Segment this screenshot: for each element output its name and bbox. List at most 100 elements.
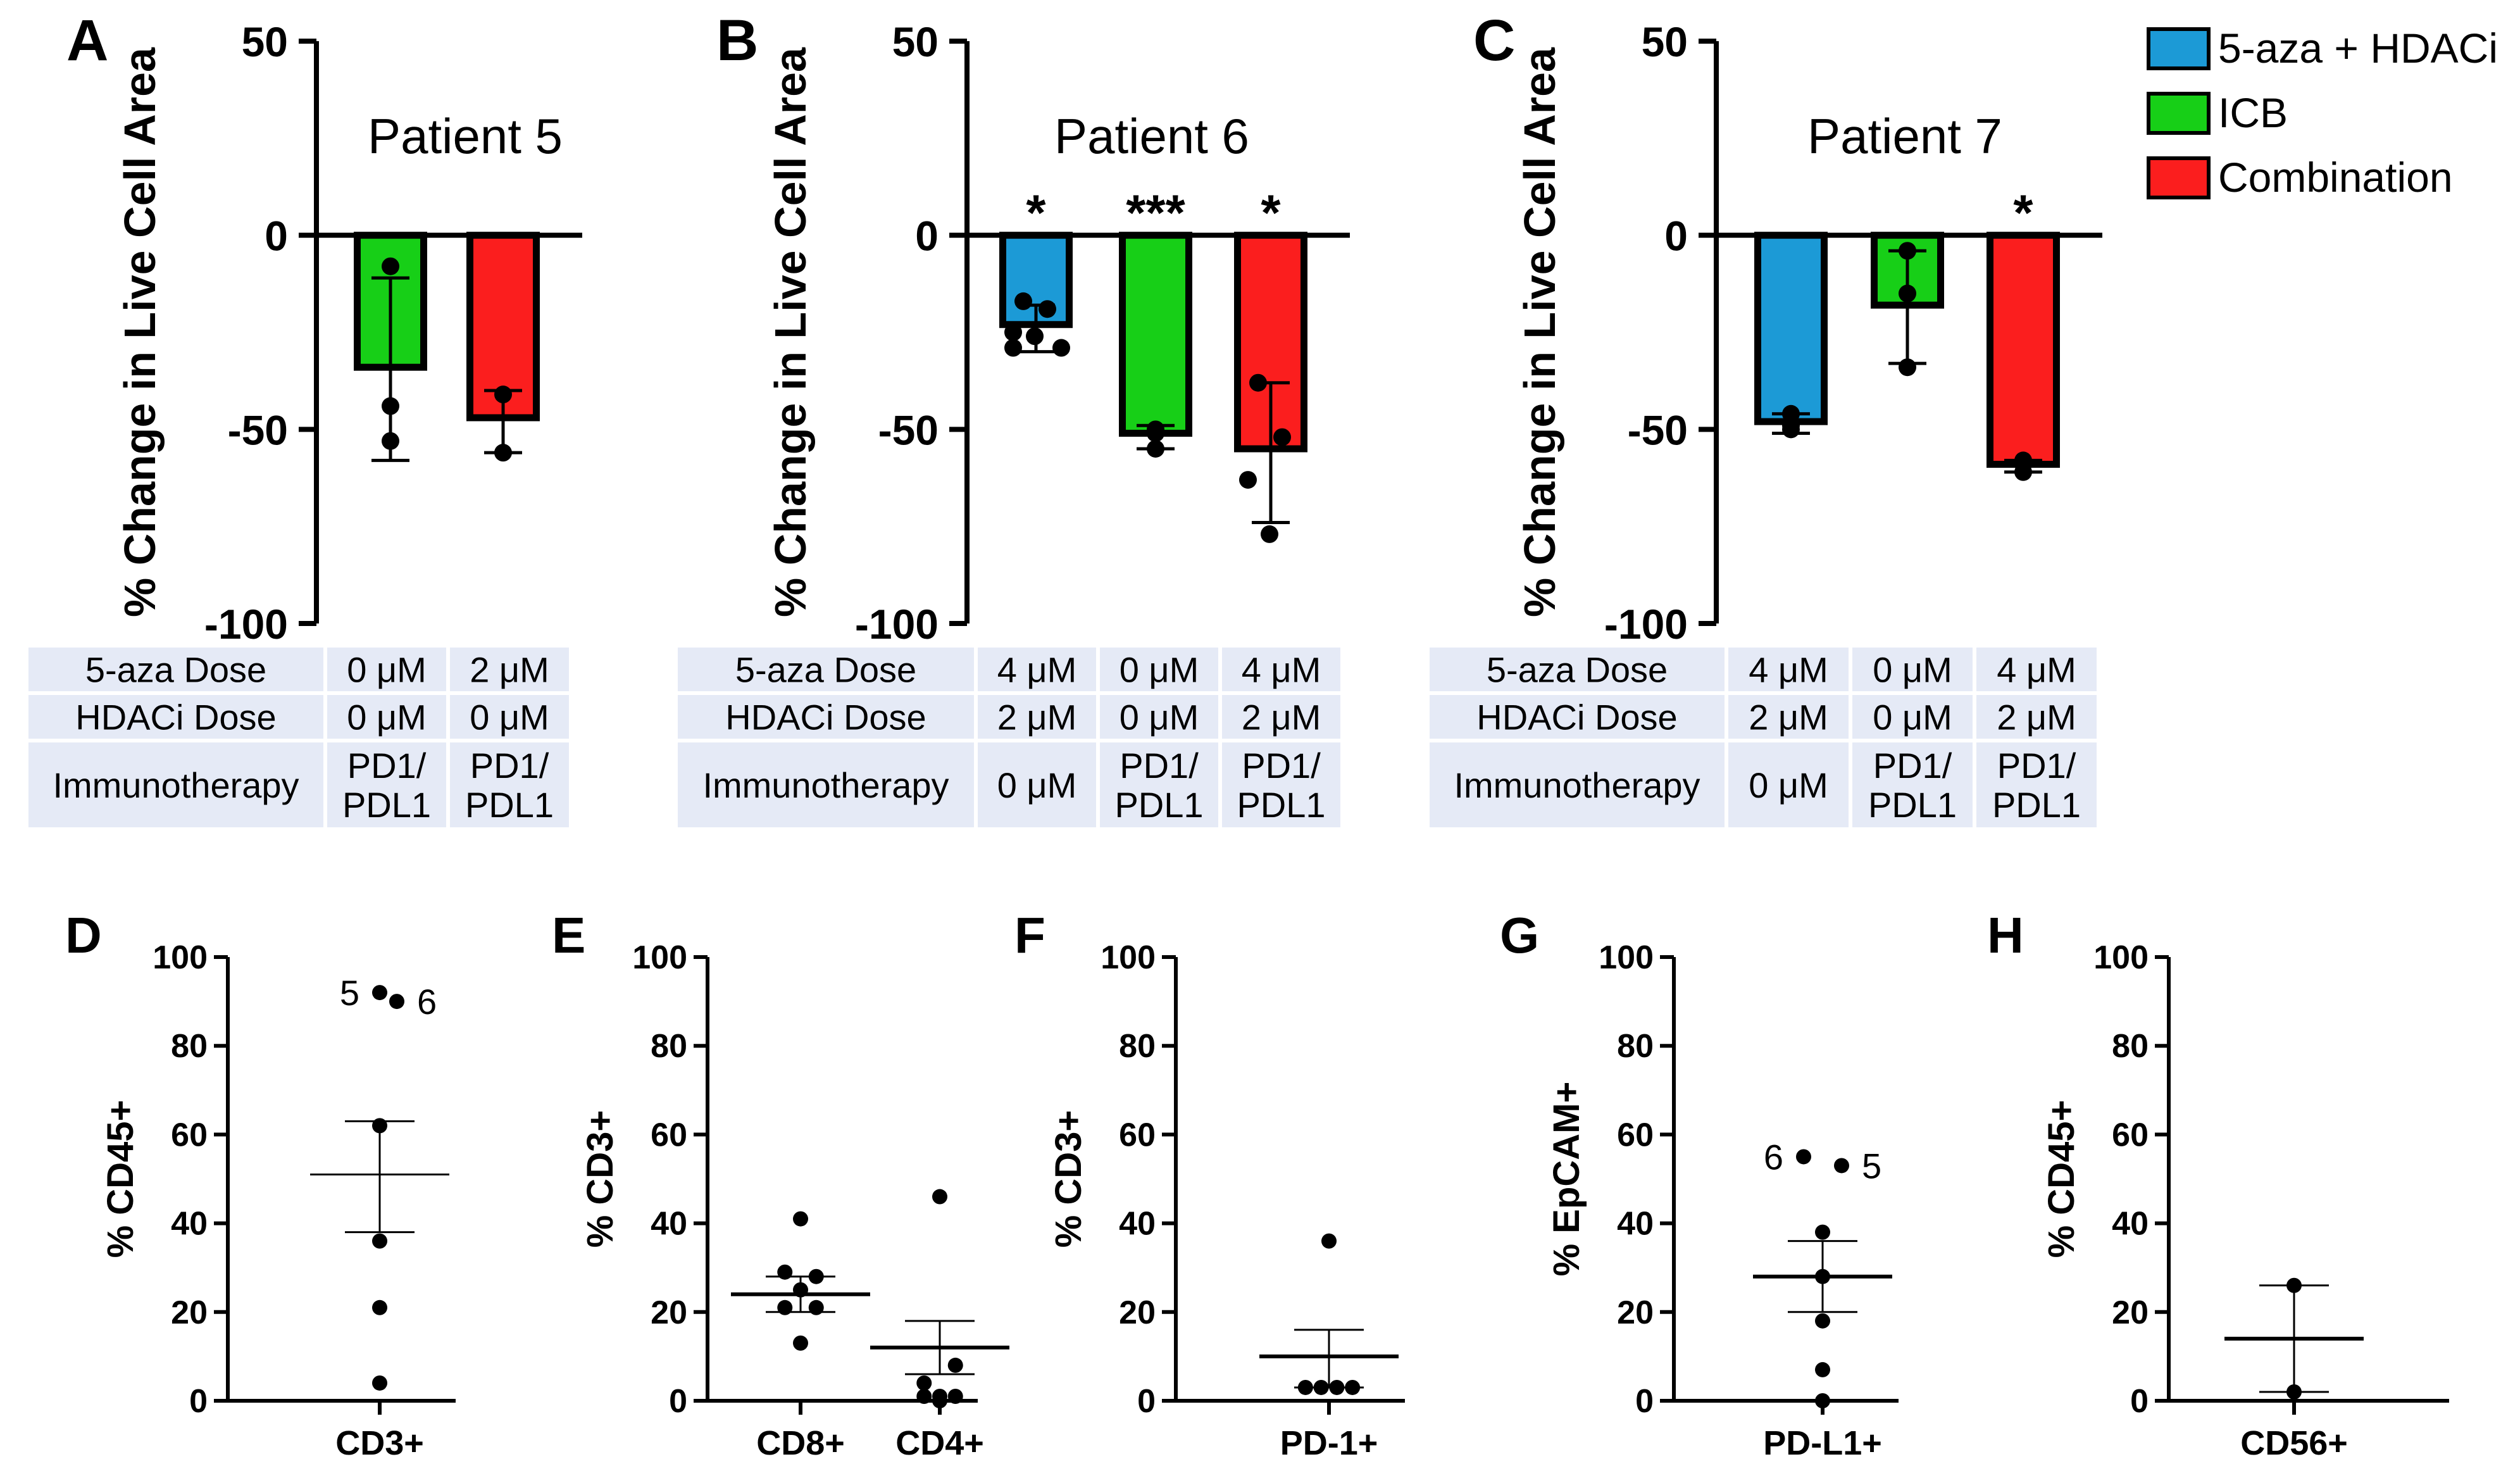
data-point xyxy=(1004,339,1022,357)
panel-letter: H xyxy=(1987,907,2024,963)
table-value: PD1/ xyxy=(470,746,549,786)
table-value: 0 μM xyxy=(997,765,1077,805)
table-value: 0 μM xyxy=(347,650,427,690)
y-tick-label: 40 xyxy=(2112,1206,2149,1243)
y-tick-label: 60 xyxy=(171,1117,208,1153)
y-tick-label: -100 xyxy=(204,601,288,648)
x-tick-label: PD-1+ xyxy=(1280,1424,1378,1462)
significance-marker: * xyxy=(1261,185,1281,241)
data-point xyxy=(1297,1379,1313,1395)
data-point xyxy=(777,1264,793,1280)
panel-letter: E xyxy=(552,907,585,963)
y-tick-label: 0 xyxy=(2130,1383,2149,1420)
table-value: 4 μM xyxy=(1749,650,1828,690)
table-value: 0 μM xyxy=(470,698,549,737)
panel-C: C Patient 7 % Change in Live Cell Area 50 0 -… xyxy=(1430,8,2102,827)
significance-marker: *** xyxy=(1126,185,1185,241)
table-cell xyxy=(1100,648,1218,691)
table-value: 4 μM xyxy=(1997,650,2076,690)
table-row-label: HDACi Dose xyxy=(725,698,926,737)
data-point xyxy=(1834,1158,1849,1174)
data-point xyxy=(1815,1313,1830,1329)
table-value: PDL1 xyxy=(465,785,554,825)
table-value: 0 μM xyxy=(347,698,427,737)
y-tick-label: 100 xyxy=(1101,939,1156,976)
y-tick-label: 20 xyxy=(1617,1294,1654,1331)
table-value: 2 μM xyxy=(997,698,1077,737)
table-row-label: Immunotherapy xyxy=(702,765,949,805)
panel-G: G % EpCAM+ 0 20 40 60 80 100 PD-L1+ 6 5 xyxy=(1500,907,1899,1462)
y-tick-label: -100 xyxy=(1604,601,1688,648)
data-point xyxy=(932,1189,947,1205)
y-axis-label: % EpCAM+ xyxy=(1546,1082,1587,1277)
data-point xyxy=(1345,1379,1361,1395)
table-row-label: HDACi Dose xyxy=(75,698,276,737)
legend-label: 5-aza + HDACi xyxy=(2218,25,2498,72)
y-tick-label: 20 xyxy=(2112,1294,2149,1331)
y-tick-label: 0 xyxy=(1664,213,1688,260)
dose-table: 5-aza Dose HDACi Dose Immunotherapy 4 μM 2 μ… xyxy=(678,648,1340,827)
data-point xyxy=(1147,440,1164,458)
y-axis-label: % Change in Live Cell Area xyxy=(115,47,165,617)
patient-label: 6 xyxy=(1764,1137,1783,1177)
table-cell xyxy=(1852,695,1973,739)
table-value: PDL1 xyxy=(1992,785,2081,825)
panel-A: A Patient 5 % Change in Live Cell Area 50 0 -… xyxy=(28,8,582,827)
table-value: 4 μM xyxy=(997,650,1077,690)
patient-label: 6 xyxy=(417,982,437,1022)
table-value: PD1/ xyxy=(347,746,427,786)
panel-D: D % CD45+ 0 20 40 60 80 100 CD3+ 5 6 xyxy=(65,907,456,1462)
y-tick-label: 0 xyxy=(915,213,939,260)
y-tick-label: 80 xyxy=(1617,1028,1654,1065)
data-point xyxy=(372,1375,387,1391)
data-point xyxy=(1796,1149,1811,1165)
legend-label: ICB xyxy=(2218,89,2288,136)
data-point xyxy=(382,432,399,450)
x-tick-label: CD56+ xyxy=(2240,1424,2348,1462)
table-value: 0 μM xyxy=(1749,765,1828,805)
table-cell xyxy=(1222,695,1340,739)
panel-H: H % CD45+ 0 20 40 60 80 100 CD56+ xyxy=(1987,907,2449,1462)
legend-swatch xyxy=(2147,92,2211,135)
data-point xyxy=(494,385,512,404)
patient-label: 5 xyxy=(1862,1146,1881,1186)
data-point xyxy=(1249,373,1267,392)
x-tick-label: CD4+ xyxy=(895,1424,984,1462)
y-tick-label: 100 xyxy=(1599,939,1654,976)
table-cell xyxy=(1430,742,1725,827)
bar-3 xyxy=(1987,232,2060,468)
y-tick-label: -50 xyxy=(1628,406,1688,453)
data-point xyxy=(1014,292,1032,310)
table-cell xyxy=(678,648,974,691)
data-point xyxy=(372,1300,387,1315)
table-cell xyxy=(1222,648,1340,691)
data-point xyxy=(382,257,399,275)
table-cell xyxy=(978,695,1096,739)
bar-1 xyxy=(1754,232,1828,425)
y-tick-label: 60 xyxy=(2112,1117,2149,1153)
table-cell xyxy=(1430,695,1725,739)
table-value: PDL1 xyxy=(342,785,431,825)
table-value: PD1/ xyxy=(1242,746,1321,786)
data-point xyxy=(2286,1277,2302,1293)
data-point xyxy=(2286,1384,2302,1400)
y-axis-label: % CD3+ xyxy=(1048,1110,1089,1248)
y-tick-label: -100 xyxy=(855,601,939,648)
y-tick-label: 50 xyxy=(242,18,288,65)
panel-letter: D xyxy=(65,907,102,963)
data-point xyxy=(1815,1362,1830,1377)
panel-F: F % CD3+ 0 20 40 60 80 100 PD-1+ xyxy=(1014,907,1405,1462)
y-tick-label: 100 xyxy=(632,939,687,976)
y-tick-label: -50 xyxy=(228,406,288,453)
table-cell xyxy=(327,742,446,827)
data-point xyxy=(916,1375,932,1391)
legend-swatch xyxy=(2147,156,2211,199)
y-axis-label: % CD45+ xyxy=(100,1100,141,1258)
y-tick-label: 40 xyxy=(651,1206,687,1243)
y-tick-label: -50 xyxy=(878,406,939,453)
bar-2 xyxy=(1119,232,1192,437)
data-point xyxy=(793,1335,808,1351)
table-row-label: 5-aza Dose xyxy=(85,650,266,690)
panel-letter: B xyxy=(716,8,758,73)
data-point xyxy=(1815,1224,1830,1240)
